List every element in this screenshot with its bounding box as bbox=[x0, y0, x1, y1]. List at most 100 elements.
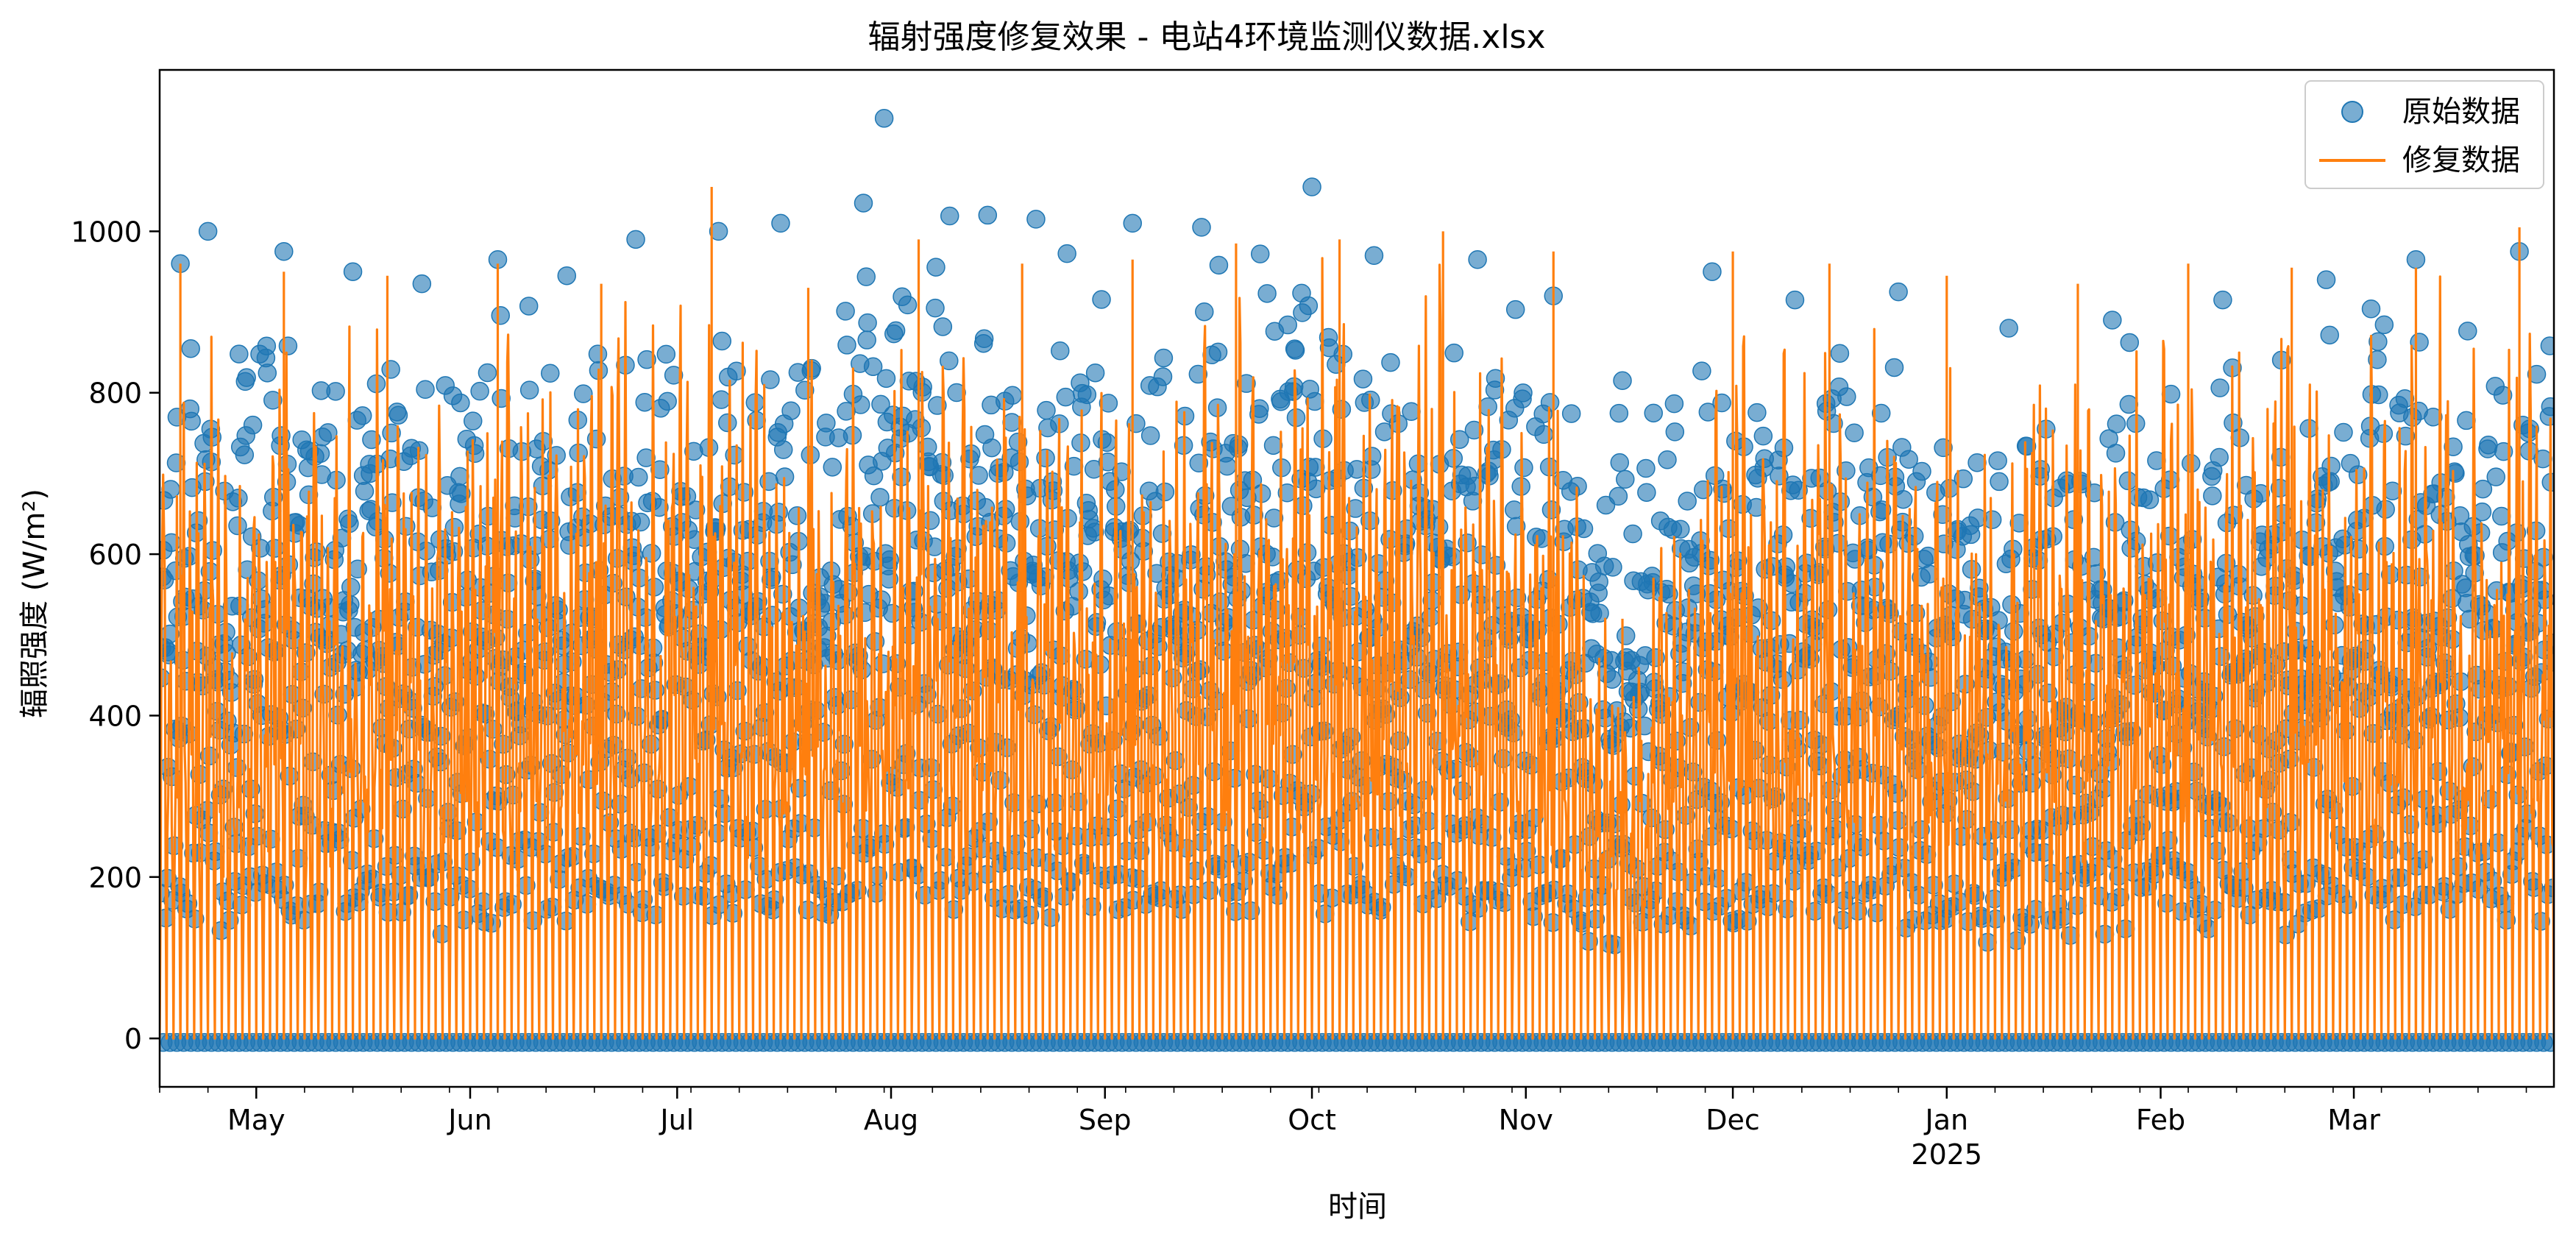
y-tick-label: 400 bbox=[88, 700, 142, 732]
original-data-point bbox=[541, 364, 560, 383]
x-tick-label: Mar bbox=[2327, 1104, 2380, 1136]
original-data-point bbox=[1623, 524, 1642, 544]
original-data-point bbox=[519, 297, 539, 316]
original-data-point bbox=[1514, 458, 1533, 478]
x-tick-label: Nov bbox=[1499, 1104, 1553, 1136]
original-data-point bbox=[629, 467, 648, 487]
original-data-point bbox=[1468, 250, 1487, 269]
original-data-point bbox=[2458, 322, 2477, 341]
original-data-point bbox=[1990, 472, 2009, 492]
original-data-point bbox=[1608, 486, 1628, 506]
legend-marker-original bbox=[2341, 101, 2363, 123]
original-data-point bbox=[2107, 414, 2126, 433]
original-data-point bbox=[1845, 423, 1864, 442]
original-data-point bbox=[857, 330, 876, 350]
x-tick-year-label: 2025 bbox=[1911, 1138, 1982, 1171]
original-data-point bbox=[519, 380, 539, 400]
original-data-point bbox=[2210, 378, 2229, 397]
original-data-point bbox=[1302, 177, 1321, 196]
original-data-point bbox=[1609, 403, 1629, 423]
x-tick-label: Oct bbox=[1288, 1104, 1336, 1136]
original-data-point bbox=[626, 230, 645, 249]
original-data-point bbox=[1644, 403, 1663, 423]
original-data-point bbox=[2410, 333, 2429, 352]
original-data-point bbox=[1192, 218, 1211, 237]
original-data-point bbox=[636, 448, 656, 467]
original-data-point bbox=[856, 267, 876, 286]
original-data-point bbox=[229, 489, 248, 508]
x-tick-label: Jun bbox=[447, 1104, 492, 1136]
original-data-point bbox=[1748, 403, 1767, 422]
original-data-point bbox=[412, 274, 432, 294]
original-data-point bbox=[465, 444, 485, 464]
original-data-point bbox=[2120, 333, 2140, 352]
original-data-point bbox=[1999, 319, 2018, 338]
original-data-point bbox=[1257, 284, 1277, 303]
original-data-point bbox=[836, 302, 855, 321]
original-data-point bbox=[2486, 467, 2505, 486]
original-data-point bbox=[1362, 447, 1382, 466]
original-data-point bbox=[1154, 348, 1174, 368]
original-data-point bbox=[1250, 244, 1270, 263]
original-data-point bbox=[1514, 383, 1533, 403]
original-data-point bbox=[2406, 250, 2426, 269]
original-data-point bbox=[352, 406, 372, 425]
original-data-point bbox=[1209, 255, 1229, 275]
original-data-point bbox=[1636, 458, 1656, 478]
original-data-point bbox=[1658, 450, 1677, 469]
original-data-point bbox=[1692, 361, 1711, 380]
original-data-point bbox=[388, 405, 408, 425]
original-data-point bbox=[1364, 246, 1384, 266]
legend-label-original: 原始数据 bbox=[2402, 95, 2520, 129]
original-data-point bbox=[1665, 422, 1685, 442]
original-data-point bbox=[263, 391, 283, 410]
original-data-point bbox=[1505, 299, 1525, 319]
original-data-point bbox=[1299, 296, 1319, 316]
original-data-point bbox=[416, 380, 435, 399]
chart-title: 辐射强度修复效果 - 电站4环境监测仪数据.xlsx bbox=[867, 18, 1545, 56]
original-data-point bbox=[574, 384, 593, 403]
original-data-point bbox=[982, 438, 1001, 458]
original-data-point bbox=[1208, 342, 1228, 362]
original-data-point bbox=[1988, 451, 2007, 470]
x-tick-label: Aug bbox=[864, 1104, 918, 1136]
original-data-point bbox=[1092, 290, 1111, 309]
original-data-point bbox=[1057, 244, 1076, 263]
original-data-point bbox=[444, 517, 464, 537]
original-data-point bbox=[1703, 262, 1722, 281]
original-data-point bbox=[926, 258, 945, 277]
y-tick-label: 200 bbox=[88, 862, 142, 894]
original-data-point bbox=[1613, 371, 1632, 391]
original-data-point bbox=[1003, 386, 1022, 405]
original-data-point bbox=[478, 363, 497, 383]
original-data-point bbox=[1610, 453, 1630, 472]
original-data-point bbox=[1830, 344, 1850, 363]
original-data-point bbox=[1153, 367, 1173, 386]
original-data-point bbox=[198, 221, 218, 241]
original-data-point bbox=[1664, 394, 1684, 414]
original-data-point bbox=[237, 368, 256, 387]
x-tick-label: Feb bbox=[2136, 1104, 2185, 1136]
original-data-point bbox=[883, 603, 902, 623]
original-data-point bbox=[1678, 492, 1697, 511]
x-axis-label: 时间 bbox=[1328, 1190, 1387, 1224]
original-data-point bbox=[1616, 469, 1635, 489]
original-data-point bbox=[858, 313, 877, 333]
original-data-point bbox=[1444, 343, 1463, 363]
original-data-point bbox=[343, 262, 363, 281]
original-data-point bbox=[1961, 525, 1981, 545]
original-data-point bbox=[978, 205, 998, 225]
original-data-point bbox=[1077, 385, 1097, 405]
x-tick-label: Jan bbox=[1923, 1104, 1968, 1136]
original-data-point bbox=[876, 369, 896, 389]
original-data-point bbox=[781, 401, 801, 420]
original-data-point bbox=[1889, 282, 1908, 302]
original-data-point bbox=[1123, 213, 1142, 233]
original-data-point bbox=[854, 194, 873, 213]
original-data-point bbox=[823, 458, 842, 477]
x-tick-label: Sep bbox=[1079, 1104, 1132, 1136]
original-data-point bbox=[355, 481, 375, 501]
original-data-point bbox=[181, 339, 200, 358]
y-axis-label: 辐照强度 (W/m²) bbox=[18, 489, 52, 718]
